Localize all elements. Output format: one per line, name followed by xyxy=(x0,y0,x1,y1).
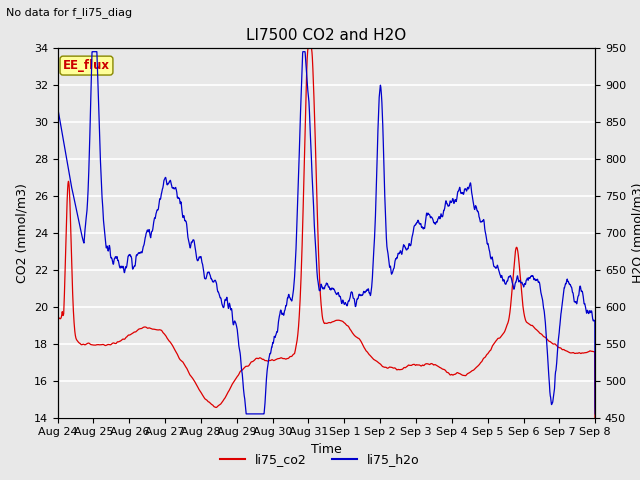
li75_h2o xyxy=(591,411,599,417)
Title: LI7500 CO2 and H2O: LI7500 CO2 and H2O xyxy=(246,28,406,43)
li75_co2 xyxy=(523,320,531,325)
Legend: li75_co2, li75_h2o: li75_co2, li75_h2o xyxy=(215,448,425,471)
li75_co2 xyxy=(581,350,589,356)
li75_h2o xyxy=(524,276,531,282)
X-axis label: Time: Time xyxy=(311,443,342,456)
Y-axis label: H2O (mmol/m3): H2O (mmol/m3) xyxy=(632,182,640,283)
li75_co2 xyxy=(147,325,155,331)
Line: li75_co2: li75_co2 xyxy=(58,48,595,480)
li75_co2 xyxy=(115,339,123,345)
li75_h2o xyxy=(284,295,291,301)
li75_h2o xyxy=(88,49,96,55)
li75_h2o xyxy=(147,233,155,239)
li75_co2 xyxy=(591,470,599,476)
Text: No data for f_li75_diag: No data for f_li75_diag xyxy=(6,7,132,18)
Text: EE_flux: EE_flux xyxy=(63,59,110,72)
li75_h2o xyxy=(243,411,250,417)
Line: li75_h2o: li75_h2o xyxy=(58,52,595,414)
li75_co2 xyxy=(305,45,312,51)
li75_h2o xyxy=(54,362,61,368)
li75_h2o xyxy=(581,301,589,307)
Y-axis label: CO2 (mmol/m3): CO2 (mmol/m3) xyxy=(15,183,28,283)
li75_co2 xyxy=(260,357,268,362)
li75_co2 xyxy=(284,356,291,361)
li75_h2o xyxy=(115,262,123,268)
li75_h2o xyxy=(260,410,268,416)
